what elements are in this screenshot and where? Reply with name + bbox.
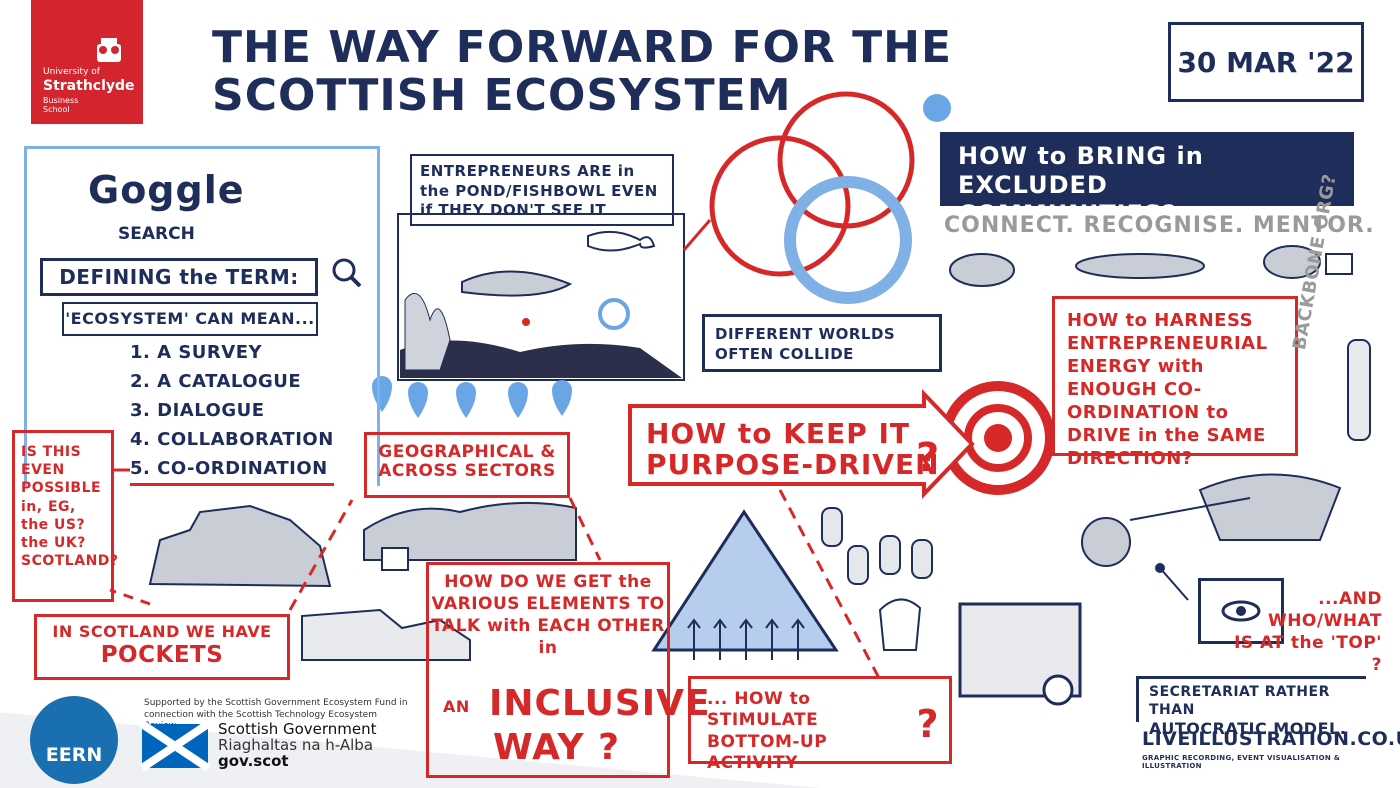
list-item: 3. DIALOGUE (130, 400, 265, 421)
logo-text-business-school: Business School (43, 96, 78, 114)
note-secretariat: SECRETARIAT RATHER THAN AUTOCRATIC MODEL… (1136, 676, 1366, 738)
search-panel-frame (24, 146, 380, 486)
gov-name-gaelic: Riaghaltas na h-Alba (218, 735, 374, 754)
who-line2: WHO/WHAT (1267, 611, 1382, 632)
eye-icon (1221, 600, 1261, 622)
landscape-icon (363, 501, 577, 561)
search-query-box: DEFINING the TERM: (40, 258, 318, 296)
note-geographical: GEOGRAPHICAL & ACROSS SECTORS (364, 432, 570, 498)
pin-icon (508, 382, 528, 418)
strathclyde-logo: University of Strathclyde Business School (31, 0, 143, 124)
logo-text-strathclyde: Strathclyde (43, 78, 135, 94)
note-talk-inclusive: HOW DO WE GET the VARIOUS ELEMENTS TO TA… (426, 562, 710, 778)
crab-icon (949, 253, 1015, 287)
eye-frame (1198, 578, 1284, 644)
pond-frame (397, 213, 685, 381)
talk-an-text: AN (443, 697, 470, 716)
liveillustration-subtitle: GRAPHIC RECORDING, EVENT VISUALISATION &… (1142, 754, 1341, 770)
pin-icon (552, 380, 572, 416)
note-harness-energy: HOW to HARNESS ENTREPRENEURIAL ENERGY wi… (1052, 296, 1298, 469)
list-item: 4. COLLABORATION (130, 429, 334, 450)
fishbowl-icon (598, 298, 630, 330)
connect-recognise-mentor: CONNECT. RECOGNISE. MENTOR. (944, 213, 1375, 238)
blue-dot-icon (923, 94, 951, 122)
purpose-arrow-shape (628, 389, 975, 499)
castle-icon (148, 504, 332, 588)
eern-logo: EERN (30, 696, 118, 784)
date-badge: 30 MAR '22 (1168, 22, 1364, 102)
talk-main-text: HOW DO WE GET the VARIOUS ELEMENTS TO TA… (431, 572, 665, 659)
list-item: 5. CO-ORDINATION (130, 454, 334, 486)
purpose-line2: PURPOSE-DRIVEN (646, 448, 940, 482)
secretariat-line1: SECRETARIAT RATHER THAN (1149, 684, 1330, 719)
spine-icon (1347, 339, 1371, 441)
meaning-label-box: 'ECOSYSTEM' CAN MEAN... (62, 302, 318, 336)
stimulate-question-mark: ? (916, 702, 939, 746)
camera-icon (958, 602, 1082, 698)
note-pockets: IN SCOTLAND WE HAVE POCKETS (34, 614, 290, 680)
note-purpose-driven: HOW to KEEP IT PURPOSE-DRIVEN ? (646, 418, 940, 481)
venn-red-right (777, 91, 915, 229)
purpose-question-mark: ? (916, 435, 941, 481)
pockets-line1: IN SCOTLAND WE HAVE (52, 622, 272, 641)
shark-icon (461, 270, 573, 297)
page-title: THE WAY FORWARD FOR THE SCOTTISH ECOSYST… (212, 22, 953, 121)
unicorn-head-icon (878, 598, 922, 651)
logo-text-school: School (43, 105, 70, 115)
note-even-possible: IS THIS EVEN POSSIBLE in, EG, the US? th… (12, 430, 118, 602)
search-icon (332, 258, 356, 282)
scottish-government-logo-text: Scottish Government Riaghaltas na h-Alba… (218, 720, 377, 770)
pin-icon (408, 382, 428, 418)
liveillustration-url: LIVEILLUSTRATION.CO.UK (1142, 728, 1400, 750)
meaning-list: 1. A SURVEY 2. A CATALOGUE 3. DIALOGUE 4… (130, 338, 334, 486)
secretariat-line2: AUTOCRATIC MODEL. (1149, 719, 1347, 739)
talk-inclusive-text: INCLUSIVE (489, 683, 711, 724)
unicorn-icon (1198, 473, 1342, 541)
list-item: 2. A CATALOGUE (130, 371, 302, 392)
pockets-line2: POCKETS (100, 641, 224, 668)
chariot-wheel-icon (1081, 517, 1131, 567)
saltire-cross-icon (139, 720, 211, 772)
list-item: 1. A SURVEY (130, 342, 263, 363)
fish-icon (587, 230, 656, 252)
note-excluded-communities: HOW to BRING in EXCLUDED COMMUNITIES? (940, 132, 1354, 228)
talk-way-text: WAY ? (493, 727, 620, 768)
stimulate-text: ... HOW to STIMULATE BOTTOM-UP ACTIVITY (707, 689, 828, 773)
purpose-line1: HOW to KEEP IT (646, 417, 910, 450)
location-pins (372, 376, 572, 418)
search-label: SEARCH (118, 224, 195, 244)
crest-icon (97, 38, 121, 62)
logo-text-business: Business (43, 96, 79, 105)
pufferfish-icon (1263, 245, 1321, 279)
who-line3: IS AT the 'TOP' ? (1234, 633, 1382, 676)
lobster-icon (1075, 253, 1205, 279)
logo-text-university-of: University of (43, 67, 100, 77)
saltire-flag-icon (139, 720, 211, 772)
gov-url: gov.scot (218, 751, 289, 770)
who-line1: ...AND (1318, 589, 1382, 609)
pin-icon (456, 382, 476, 418)
note-worlds-collide: DIFFERENT WORLDS OFTEN COLLIDE (702, 314, 942, 372)
venn-red-left (709, 135, 851, 277)
goggle-logo-text: Goggle (88, 168, 245, 212)
note-stimulate: ... HOW to STIMULATE BOTTOM-UP ACTIVITY … (688, 676, 952, 773)
venn-blue (784, 176, 912, 304)
gov-name-english: Scottish Government (218, 720, 377, 738)
people-icons (821, 507, 933, 585)
note-who-top: ...AND WHO/WHAT IS AT the 'TOP' ? (1222, 588, 1382, 676)
note-pond-fishbowl: ENTREPRENEURS ARE in the POND/FISHBOWL E… (410, 154, 674, 226)
